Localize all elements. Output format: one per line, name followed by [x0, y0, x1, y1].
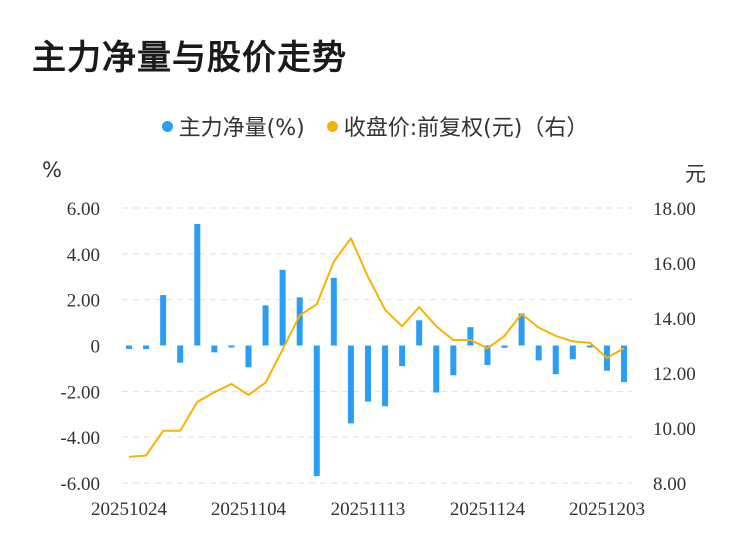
bar: [211, 345, 218, 353]
bar: [177, 345, 184, 363]
legend-bar-marker-icon: [161, 120, 173, 132]
bar: [535, 345, 542, 361]
bar: [433, 345, 440, 393]
bar: [194, 224, 201, 346]
bar: [296, 297, 303, 346]
right-axis-tick-label: 10.00: [653, 419, 696, 440]
left-axis-tick-label: -4.00: [60, 428, 100, 449]
bar: [467, 327, 474, 346]
left-axis-tick-label: 0: [91, 337, 101, 358]
bar: [586, 345, 593, 348]
bar: [313, 345, 320, 477]
bar: [279, 269, 286, 346]
legend-item-bar[interactable]: 主力净量(%): [161, 110, 305, 142]
price-line: [128, 237, 625, 458]
bar: [126, 345, 132, 349]
legend-line-marker-icon: [326, 120, 338, 132]
legend-line-label: 收盘价:前复权(元)（右）: [343, 116, 589, 141]
bar: [330, 277, 337, 346]
left-axis-unit: %: [42, 158, 62, 182]
bar: [228, 345, 235, 348]
bar: [484, 345, 491, 365]
bar: [399, 345, 406, 367]
right-axis-tick-label: 12.00: [653, 364, 696, 385]
x-axis-tick-label: 20251203: [569, 499, 645, 520]
bar: [569, 345, 576, 360]
left-axis-tick-label: 6.00: [67, 199, 100, 220]
bar: [450, 345, 457, 376]
left-axis-tick-label: 2.00: [67, 291, 100, 312]
right-axis-tick-label: 8.00: [653, 474, 686, 495]
bar: [245, 345, 252, 368]
bar: [364, 345, 371, 402]
bar: [262, 305, 269, 346]
left-axis-tick-label: -2.00: [60, 382, 100, 403]
right-axis-unit: 元: [685, 162, 706, 186]
right-axis-tick-label: 16.00: [653, 254, 696, 275]
x-axis-tick-label: 20251024: [91, 499, 168, 520]
legend-bar-label: 主力净量(%): [178, 116, 305, 141]
left-axis-tick-label: 4.00: [67, 245, 100, 266]
x-axis-tick-label: 20251113: [331, 499, 406, 520]
bar: [143, 345, 150, 349]
bar: [621, 345, 628, 383]
right-axis-tick-label: 14.00: [653, 309, 696, 330]
left-axis-tick-label: -6.00: [60, 474, 100, 495]
right-axis-tick-label: 18.00: [653, 199, 696, 220]
chart-title: 主力净量与股价走势: [32, 38, 347, 78]
bar: [518, 313, 525, 346]
bar: [501, 345, 508, 348]
legend-item-line[interactable]: 收盘价:前复权(元)（右）: [326, 110, 589, 142]
bar: [347, 345, 354, 424]
x-axis-tick-label: 20251104: [211, 499, 287, 520]
bar: [416, 320, 423, 346]
bar: [552, 345, 559, 375]
legend: 主力净量(%) 收盘价:前复权(元)（右）: [0, 110, 750, 142]
bar: [382, 345, 389, 407]
x-axis-tick-label: 20251124: [450, 499, 526, 520]
bar: [160, 295, 167, 346]
